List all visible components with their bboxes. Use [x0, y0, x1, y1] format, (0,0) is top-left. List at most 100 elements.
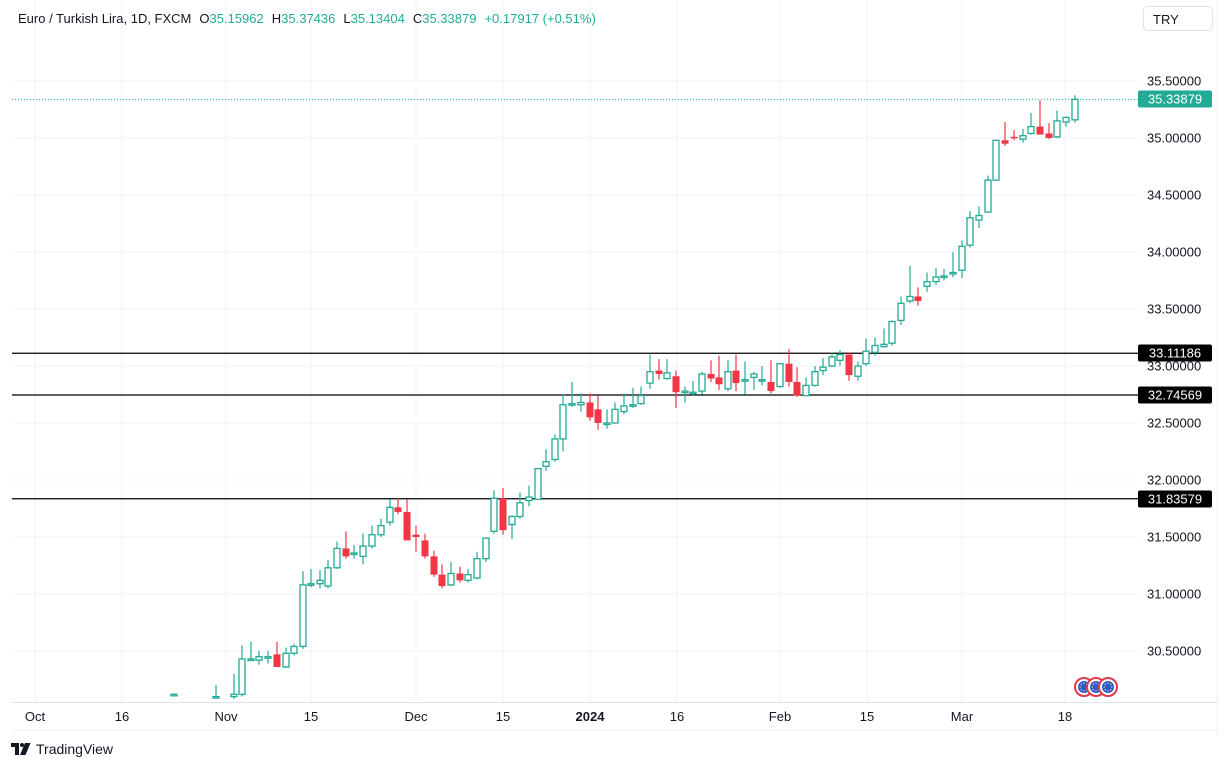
candle-body-down[interactable] — [845, 354, 853, 376]
candle-body-up[interactable] — [923, 280, 931, 287]
candle-body-up[interactable] — [264, 656, 272, 659]
candle-body-down[interactable] — [430, 556, 438, 575]
candle-body-up[interactable] — [758, 379, 766, 382]
candle-body-up[interactable] — [741, 379, 749, 382]
candle-body-down[interactable] — [1045, 133, 1053, 138]
candle-body-up[interactable] — [324, 567, 332, 587]
candle-body-up[interactable] — [854, 365, 862, 377]
candle-body-up[interactable] — [984, 179, 992, 213]
candle-body-down[interactable] — [732, 370, 740, 384]
candle-body-up[interactable] — [386, 506, 394, 523]
candle-body-up[interactable] — [359, 545, 367, 558]
candle-body-down[interactable] — [767, 381, 775, 392]
candle-body-up[interactable] — [238, 658, 246, 695]
candle-body-up[interactable] — [212, 695, 220, 699]
candle-body-up[interactable] — [534, 467, 542, 501]
candle-body-up[interactable] — [551, 438, 559, 461]
symbol-title[interactable]: Euro / Turkish Lira, 1D, FXCM — [18, 11, 192, 26]
candle-body-up[interactable] — [568, 402, 576, 406]
candle-body-down[interactable] — [403, 511, 411, 541]
candle-body-up[interactable] — [828, 356, 836, 367]
candle-body-up[interactable] — [490, 497, 498, 532]
candle-body-up[interactable] — [525, 496, 533, 502]
candle-body-up[interactable] — [888, 320, 896, 344]
candle-body-down[interactable] — [273, 654, 281, 667]
candle-body-up[interactable] — [464, 573, 472, 581]
candle-body-up[interactable] — [508, 515, 516, 526]
candle-body-down[interactable] — [421, 540, 429, 557]
candle-body-down[interactable] — [586, 402, 594, 418]
candle-body-up[interactable] — [473, 558, 481, 579]
candle-body-up[interactable] — [724, 371, 732, 390]
candle-body-up[interactable] — [819, 366, 827, 372]
candle-body-up[interactable] — [230, 693, 238, 698]
candle-body-up[interactable] — [689, 391, 697, 395]
candle-body-up[interactable] — [1019, 135, 1027, 140]
candle-body-down[interactable] — [394, 507, 402, 512]
candle-body-down[interactable] — [499, 498, 507, 531]
candle-body-down[interactable] — [914, 296, 922, 302]
candle-body-up[interactable] — [368, 534, 376, 547]
candle-body-up[interactable] — [802, 384, 810, 397]
candle-body-up[interactable] — [992, 139, 1000, 181]
candle-body-up[interactable] — [542, 461, 550, 467]
candle-body-up[interactable] — [333, 547, 341, 569]
candle-body-down[interactable] — [412, 534, 420, 537]
candle-body-down[interactable] — [655, 370, 663, 374]
candle-body-down[interactable] — [342, 548, 350, 557]
candle-body-up[interactable] — [871, 344, 879, 353]
candle-body-up[interactable] — [1053, 120, 1061, 138]
candle-body-up[interactable] — [299, 584, 307, 648]
candle-body-up[interactable] — [698, 373, 706, 392]
candle-body-up[interactable] — [255, 656, 263, 661]
candle-body-down[interactable] — [785, 363, 793, 382]
currency-button[interactable]: TRY — [1143, 6, 1213, 31]
level-price-badge[interactable]: 33.11186 — [1138, 344, 1212, 362]
candle-body-up[interactable] — [637, 394, 645, 405]
chart-container[interactable]: Euro / Turkish Lira, 1D, FXCM O 35.15962… — [0, 0, 1227, 740]
candle-body-up[interactable] — [932, 276, 940, 283]
candle-body-down[interactable] — [1001, 140, 1009, 144]
candle-body-down[interactable] — [438, 574, 446, 587]
candle-body-up[interactable] — [897, 302, 905, 322]
candle-body-up[interactable] — [811, 371, 819, 387]
candle-body-up[interactable] — [611, 408, 619, 424]
level-price-badge[interactable]: 31.83579 — [1138, 490, 1212, 508]
candle-body-down[interactable] — [1036, 126, 1044, 135]
candle-body-down[interactable] — [793, 381, 801, 396]
candle-body-up[interactable] — [958, 245, 966, 271]
level-price-badge[interactable]: 32.74569 — [1138, 386, 1212, 404]
candlestick-plot[interactable] — [0, 0, 1227, 740]
candle-body-up[interactable] — [577, 401, 585, 406]
candle-body-up[interactable] — [247, 658, 255, 662]
candle-body-up[interactable] — [975, 214, 983, 221]
tradingview-logo[interactable]: TradingView — [11, 741, 113, 757]
candle-body-up[interactable] — [750, 373, 758, 379]
candle-body-up[interactable] — [681, 390, 689, 394]
candle-body-up[interactable] — [447, 572, 455, 586]
candle-body-up[interactable] — [949, 271, 957, 275]
candle-body-down[interactable] — [707, 373, 715, 379]
candle-body-up[interactable] — [776, 363, 784, 388]
candle-body-up[interactable] — [1062, 116, 1070, 123]
candle-body-up[interactable] — [350, 552, 358, 556]
candle-body-up[interactable] — [836, 353, 844, 361]
candle-body-up[interactable] — [516, 502, 524, 518]
candle-body-down[interactable] — [715, 377, 723, 385]
candle-body-up[interactable] — [307, 583, 315, 586]
candle-body-up[interactable] — [862, 350, 870, 365]
candle-body-up[interactable] — [1027, 125, 1035, 135]
candle-body-down[interactable] — [594, 409, 602, 423]
candle-body-up[interactable] — [290, 645, 298, 654]
candle-body-down[interactable] — [672, 376, 680, 393]
candle-body-up[interactable] — [482, 537, 490, 560]
candle-body-up[interactable] — [646, 371, 654, 384]
candle-body-down[interactable] — [456, 573, 464, 581]
candle-body-up[interactable] — [282, 652, 290, 668]
candle-body-up[interactable] — [1071, 98, 1079, 121]
candle-body-up[interactable] — [559, 404, 567, 440]
candle-body-up[interactable] — [940, 275, 948, 279]
candle-body-up[interactable] — [316, 579, 324, 585]
candle-body-up[interactable] — [880, 343, 888, 348]
candle-body-up[interactable] — [663, 372, 671, 380]
